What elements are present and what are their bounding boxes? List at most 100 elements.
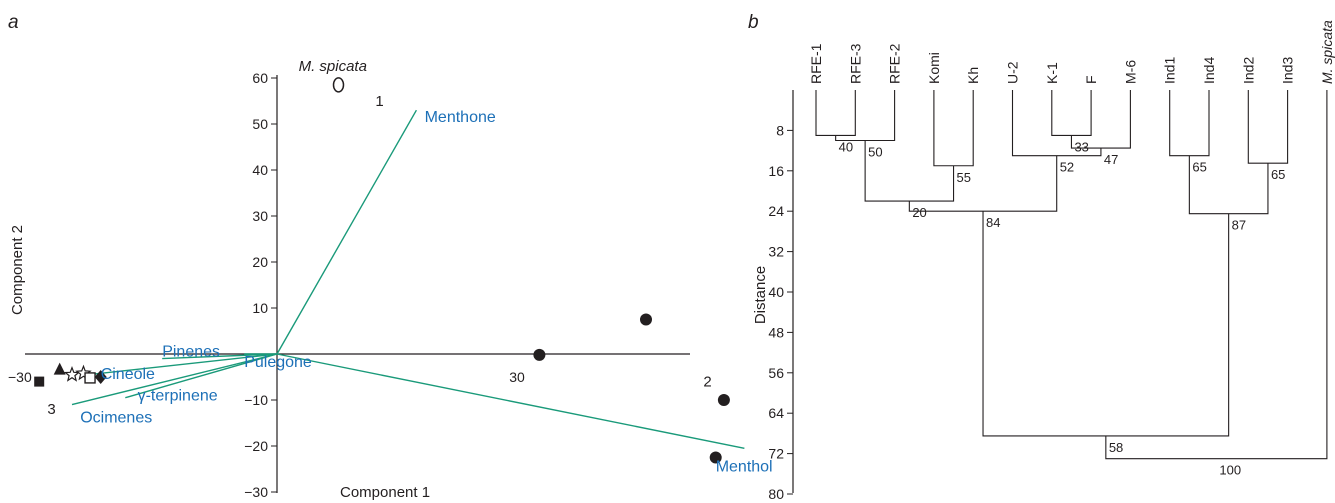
y-tick-label: 50 bbox=[252, 116, 268, 132]
support-value: 52 bbox=[1060, 160, 1074, 175]
y-tick-label: 20 bbox=[252, 254, 268, 270]
support-value: 100 bbox=[1219, 463, 1241, 478]
point-open-star bbox=[63, 366, 81, 382]
dendro-support-values: 40 50 55 20 33 47 52 84 65 65 87 58 100 bbox=[839, 139, 1286, 477]
loading-vector-menthol bbox=[276, 353, 745, 449]
dendro-y-tick-label: 32 bbox=[768, 244, 784, 260]
loading-label: Pulegone bbox=[244, 354, 312, 371]
support-value: 33 bbox=[1074, 139, 1088, 154]
support-value: 84 bbox=[986, 215, 1000, 230]
loading-vector-menthone bbox=[276, 109, 418, 355]
dendro-y-tick-label: 40 bbox=[768, 284, 784, 300]
support-value: 20 bbox=[912, 205, 926, 220]
panel-label-a: a bbox=[8, 12, 19, 33]
leaf-label: Ind4 bbox=[1201, 57, 1217, 84]
point-open-star bbox=[75, 364, 92, 381]
dendro-y-axis-title: Distance bbox=[752, 266, 769, 324]
point-filled-circle bbox=[717, 394, 730, 406]
pca-labels: Menthone Menthol Cineole Pinenes Pulegone γ-t… bbox=[47, 58, 772, 476]
dendro-y-tick-label: 8 bbox=[776, 122, 784, 138]
x-tick-label: 30 bbox=[509, 369, 525, 385]
dendro-y-tick-label: 56 bbox=[768, 365, 784, 381]
point-filled-circle bbox=[533, 348, 546, 361]
loading-vector-cineole bbox=[88, 353, 278, 376]
y-tick-label: 10 bbox=[252, 300, 268, 316]
leaf-label: Kh bbox=[965, 67, 981, 84]
y-tick-label: −30 bbox=[244, 484, 268, 500]
point-filled-circle bbox=[709, 451, 722, 464]
support-value: 87 bbox=[1232, 218, 1246, 233]
loading-vectors bbox=[71, 109, 745, 449]
leaf-label: M-6 bbox=[1122, 60, 1138, 84]
loading-label: γ-terpinene bbox=[138, 387, 218, 404]
dendro-branches bbox=[815, 90, 1328, 460]
loading-label: Menthol bbox=[716, 459, 773, 476]
branch-n3 bbox=[933, 90, 974, 167]
point-filled-diamond bbox=[94, 370, 107, 384]
y-tick-label: −20 bbox=[244, 438, 268, 454]
y-axis-title: Component 2 bbox=[9, 225, 26, 315]
pca-ticks: 60 50 40 30 20 10 −10 −20 −30 −30 30 bbox=[8, 70, 525, 500]
loading-vector-pinenes bbox=[162, 353, 278, 360]
point-open-ellipse bbox=[332, 77, 345, 93]
dendro-y-tick-label: 72 bbox=[768, 446, 784, 462]
leaf-label: RFE-2 bbox=[887, 43, 903, 84]
branch-n10 bbox=[1247, 90, 1289, 164]
point-open-square bbox=[84, 372, 96, 384]
leaf-label: Ind1 bbox=[1162, 57, 1178, 84]
loading-label: Pinenes bbox=[162, 344, 220, 361]
group-label: 3 bbox=[47, 401, 55, 418]
pca-axes bbox=[25, 75, 690, 493]
dendro-leaf-labels: RFE-1 RFE-3 RFE-2 Komi Kh U-2 K-1 F M-6 Ind1 Ind4 I… bbox=[808, 20, 1335, 84]
leaf-label: Komi bbox=[926, 52, 942, 84]
loading-vector-terpinene bbox=[125, 353, 278, 399]
branch-n12 bbox=[982, 211, 1230, 437]
dendro-y-tick-label: 80 bbox=[768, 486, 784, 502]
branch-n9 bbox=[1169, 90, 1210, 157]
branch-n2 bbox=[835, 90, 896, 142]
support-value: 40 bbox=[839, 139, 853, 154]
x-axis-title: Component 1 bbox=[340, 484, 430, 501]
point-filled-triangle bbox=[53, 362, 66, 375]
support-value: 65 bbox=[1271, 167, 1285, 182]
panel-label-b: b bbox=[748, 12, 759, 33]
dendro-y-tick-label: 64 bbox=[768, 405, 784, 421]
y-tick-label: 30 bbox=[252, 208, 268, 224]
score-points bbox=[34, 77, 730, 464]
dendro-ticks: 8 16 24 32 40 48 56 64 72 80 bbox=[768, 122, 793, 502]
y-tick-label: 40 bbox=[252, 162, 268, 178]
branch-n13 bbox=[1105, 90, 1328, 460]
loading-label: Ocimenes bbox=[80, 409, 152, 426]
point-filled-circle bbox=[640, 313, 652, 326]
group-label: 2 bbox=[703, 374, 711, 391]
loading-label: Cineole bbox=[101, 366, 155, 383]
support-value: 50 bbox=[868, 145, 882, 160]
support-value: 65 bbox=[1192, 160, 1206, 175]
leaf-label: K-1 bbox=[1044, 62, 1060, 84]
loading-vector-ocimenes bbox=[71, 353, 278, 406]
support-value: 55 bbox=[957, 170, 971, 185]
dendro-y-tick-label: 16 bbox=[768, 163, 784, 179]
point-label: M. spicata bbox=[299, 58, 367, 75]
support-value: 47 bbox=[1104, 152, 1118, 167]
leaf-label: M. spicata bbox=[1319, 20, 1335, 84]
dendro-y-tick-label: 24 bbox=[768, 203, 784, 219]
branch-n1 bbox=[815, 90, 856, 136]
point-filled-square bbox=[34, 376, 45, 387]
branch-n5 bbox=[1051, 90, 1092, 136]
leaf-label: Ind2 bbox=[1240, 57, 1256, 84]
dendro-y-tick-label: 48 bbox=[768, 324, 784, 340]
leaf-label: U-2 bbox=[1005, 61, 1021, 84]
leaf-label: Ind3 bbox=[1280, 57, 1296, 84]
loading-label: Menthone bbox=[425, 109, 496, 126]
y-tick-label: 60 bbox=[252, 70, 268, 86]
branch-n8 bbox=[908, 155, 1058, 212]
support-value: 58 bbox=[1109, 440, 1123, 455]
leaf-label: RFE-3 bbox=[847, 43, 863, 84]
x-tick-label: −30 bbox=[8, 369, 32, 385]
leaf-label: RFE-1 bbox=[808, 43, 824, 84]
y-tick-label: −10 bbox=[244, 392, 268, 408]
leaf-label: F bbox=[1083, 75, 1099, 84]
group-label: 1 bbox=[375, 93, 383, 110]
